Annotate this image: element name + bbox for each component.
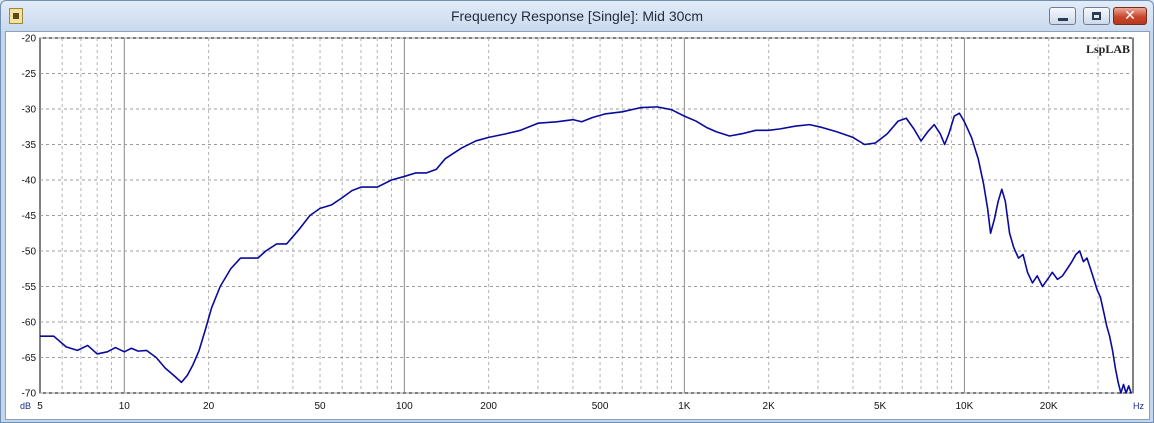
y-tick-label: -20 [22, 34, 37, 45]
x-tick-label: 500 [592, 401, 609, 412]
y-tick-label: -60 [22, 318, 37, 329]
close-button[interactable]: ✕ [1113, 7, 1147, 25]
y-tick-label: -40 [22, 176, 37, 187]
x-tick-label: 100 [396, 401, 413, 412]
response-curve [40, 106, 1132, 394]
title-bar[interactable]: Frequency Response [Single]: Mid 30cm ✕ [1, 1, 1153, 31]
y-tick-label: -35 [22, 140, 37, 151]
x-tick-label: 20K [1040, 401, 1058, 412]
y-tick-label: -25 [22, 69, 37, 80]
y-unit-label: dB [20, 401, 31, 411]
grid-lines [40, 37, 1133, 394]
x-tick-label: 5 [37, 401, 43, 412]
x-tick-label: 5K [874, 401, 887, 412]
y-tick-label: -50 [22, 247, 37, 258]
y-tick-label: -45 [22, 211, 37, 222]
app-icon [9, 8, 23, 24]
x-tick-label: 10K [956, 401, 974, 412]
y-tick-label: -55 [22, 282, 37, 293]
x-tick-label: 200 [480, 401, 497, 412]
x-tick-label: 20 [203, 401, 215, 412]
minimize-icon [1058, 18, 1068, 21]
y-tick-label: -65 [22, 353, 37, 364]
x-axis-ticks: 5 10 20 50 100 200 500 1K 2K 5K 10K 20K [37, 401, 1058, 412]
y-tick-label: -70 [22, 389, 37, 400]
x-tick-label: 1K [678, 401, 691, 412]
y-axis-ticks: -20 -25 -30 -35 -40 -45 -50 -55 -60 -65 -70 [22, 34, 37, 400]
y-tick-label: -30 [22, 105, 37, 116]
x-tick-label: 50 [314, 401, 326, 412]
window-title: Frequency Response [Single]: Mid 30cm [450, 8, 704, 24]
minimize-button[interactable] [1049, 7, 1076, 25]
x-unit-label: Hz [1133, 401, 1144, 411]
x-tick-label: 10 [119, 401, 131, 412]
maximize-button[interactable] [1083, 7, 1110, 25]
close-icon: ✕ [1124, 8, 1136, 24]
frequency-response-chart[interactable]: -20-25-30-35-40-45-50-55-60-65-70 5 10 20 5… [6, 32, 1149, 419]
lsplab-watermark: LspLAB [1086, 42, 1130, 56]
x-tick-label: 2K [763, 401, 776, 412]
plot-area[interactable]: -20 -25 -30 -35 -40 -45 -50 -55 -60 -65 -70 5 10 20 5… [5, 31, 1150, 420]
maximize-icon [1092, 12, 1101, 20]
